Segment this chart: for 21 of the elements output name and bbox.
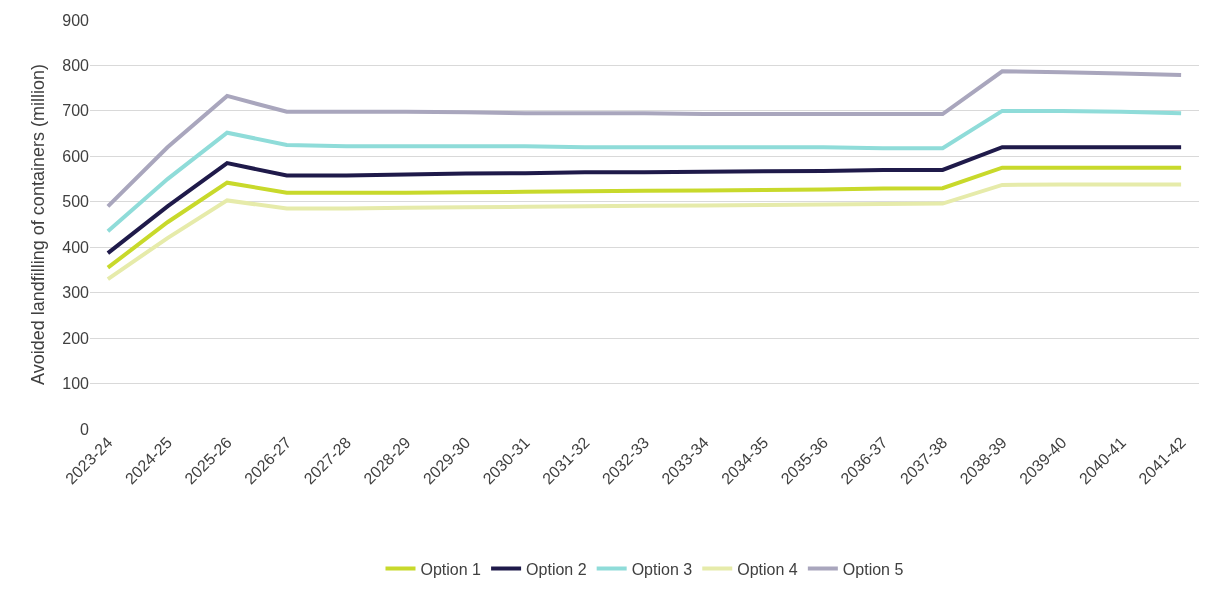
y-tick-label: 800 [62, 57, 90, 75]
y-tick-label: 400 [62, 238, 90, 256]
y-axis-title: Avoided landfilling of containers (million) [28, 64, 48, 385]
legend-label: Option 1 [420, 560, 482, 578]
line-series [105, 165, 1184, 270]
y-tick-label: 700 [62, 102, 90, 120]
legend-label: Option 3 [631, 560, 693, 578]
y-tick-label: 300 [62, 284, 90, 302]
y-tick-label: 0 [80, 420, 90, 438]
line-series [105, 145, 1184, 256]
legend-label: Option 2 [526, 560, 587, 578]
legend-label: Option 4 [737, 560, 798, 578]
y-tick-label: 200 [62, 329, 90, 347]
y-tick-label: 500 [62, 193, 90, 211]
y-tick-label: 100 [62, 375, 90, 393]
legend-label: Option 5 [842, 560, 904, 578]
line-series [105, 182, 1184, 282]
line-series [105, 69, 1184, 209]
y-tick-label: 900 [62, 11, 90, 29]
line-series [105, 108, 1184, 234]
y-tick-label: 600 [62, 147, 90, 165]
